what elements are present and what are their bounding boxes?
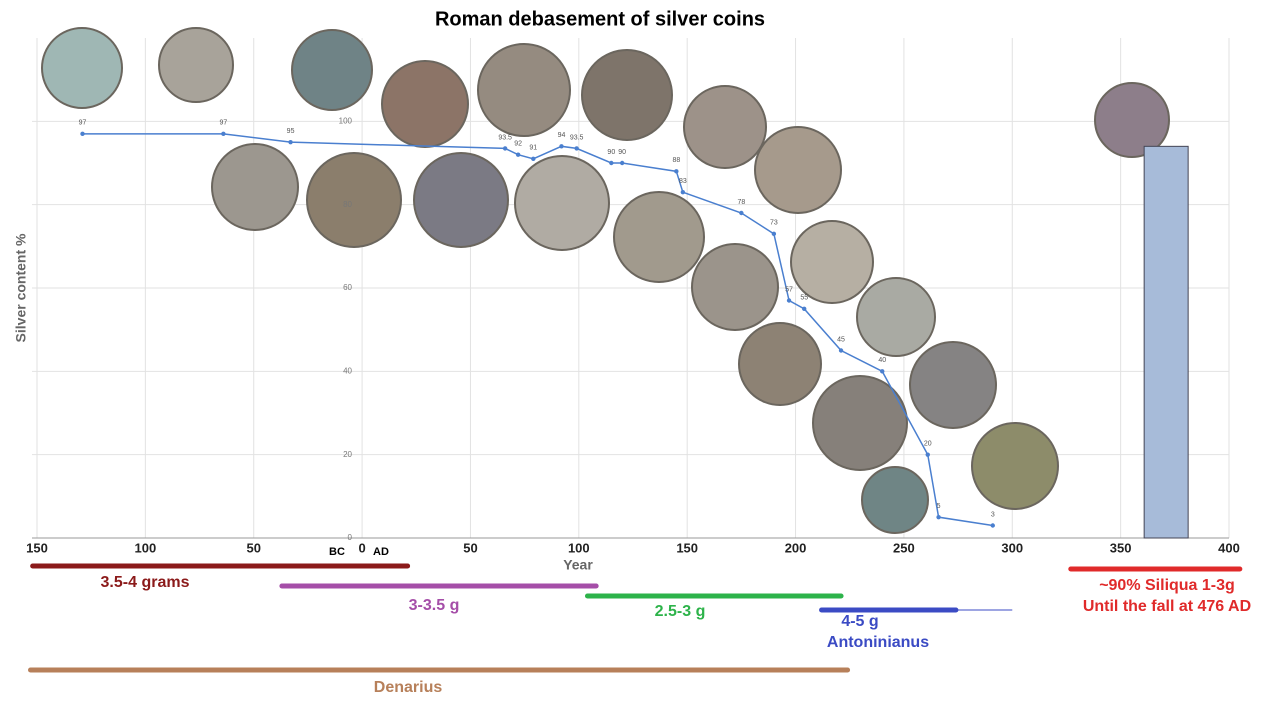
data-label: 97 [219,120,227,127]
y-tick-label: 100 [339,116,353,125]
coin [812,375,908,471]
range-label: 4-5 g [841,613,878,630]
x-tick-label: 100 [135,540,157,555]
coin [971,422,1059,510]
data-label: 93.5 [570,134,584,141]
coin [691,243,779,331]
y-tick-label: 60 [343,283,352,292]
data-label: 40 [878,357,886,364]
x-tick-label: 350 [1110,540,1132,555]
x-tick-label: 100 [568,540,590,555]
data-label: 88 [672,157,680,164]
data-point [619,160,625,166]
range-label: 3.5-4 grams [101,574,190,591]
data-point [838,348,844,353]
data-point [990,523,995,528]
data-point [880,369,885,374]
coin [306,152,402,248]
data-label: 95 [287,128,295,135]
x-tick-label: 0 [358,540,365,555]
data-label: 90 [618,149,626,156]
range-label: 2.5-3 g [655,603,706,620]
data-label: 78 [737,199,745,206]
coin [754,126,842,214]
coin [790,220,874,304]
x-axis-label: Year [563,557,593,573]
coin [861,466,929,534]
data-label: 5 [937,503,941,510]
data-point [936,514,941,520]
coin [158,27,234,103]
data-label: 93.5 [498,134,512,141]
range-label: 3-3.5 g [409,597,460,614]
coin [909,341,997,429]
coin [413,152,509,248]
era-label: AD [373,546,389,558]
data-point [531,156,536,162]
data-label: 55 [800,295,808,302]
data-point [559,144,564,149]
range-label: Antoninianus [827,634,929,651]
range-label: ~90% Siliqua 1-3g [1099,577,1235,594]
data-point [80,131,85,137]
coin [514,155,610,251]
coin [41,27,123,109]
data-point [674,169,679,174]
coin [381,60,469,148]
x-tick-label: 200 [785,540,807,555]
data-point [925,452,930,457]
data-point [288,139,293,145]
data-label: 3 [991,511,995,518]
coins [41,27,1170,534]
bar [1143,145,1189,539]
y-axis-label: Silver content % [13,233,29,342]
coin [291,29,373,111]
data-point [680,189,686,195]
data-label: 83 [679,178,687,185]
data-point [739,210,744,216]
chart-title: Roman debasement of silver coins [435,8,765,30]
range-label: Denarius [374,679,443,696]
coin [683,85,767,169]
data-label: 92 [514,141,522,148]
coin [477,43,571,137]
x-tick-label: 50 [463,540,477,555]
x-tick-label: 250 [893,540,915,555]
data-point [771,231,777,237]
data-point [802,306,807,312]
x-tick-label: 400 [1218,540,1240,555]
data-point [502,146,508,151]
y-tick-label: 40 [343,366,352,375]
x-tick-label: 150 [676,540,698,555]
x-tick-label: 50 [246,540,260,555]
y-tick-label: 20 [343,450,352,459]
data-label: 91 [529,145,537,152]
data-label: 94 [558,132,566,139]
data-point [221,131,226,137]
y-tick-label: 0 [348,533,353,542]
data-label: 97 [79,120,87,127]
data-label: 90 [607,149,615,156]
coin [211,143,299,231]
era-label: BC [329,546,345,558]
data-label: 57 [785,286,793,293]
data-label: 20 [924,441,932,448]
data-point [786,298,792,303]
data-label: 45 [837,336,845,343]
data-point [574,146,579,151]
x-tick-label: 300 [1001,540,1023,555]
coin [1094,82,1170,158]
coin [581,49,673,141]
data-point [609,160,614,166]
x-tick-label: 150 [26,540,48,555]
coin [613,191,705,283]
y-tick-label: 80 [343,200,352,209]
coin [738,322,822,406]
data-label: 73 [770,220,778,227]
range-label: Until the fall at 476 AD [1083,598,1251,615]
data-point [515,152,521,157]
coin [856,277,936,357]
